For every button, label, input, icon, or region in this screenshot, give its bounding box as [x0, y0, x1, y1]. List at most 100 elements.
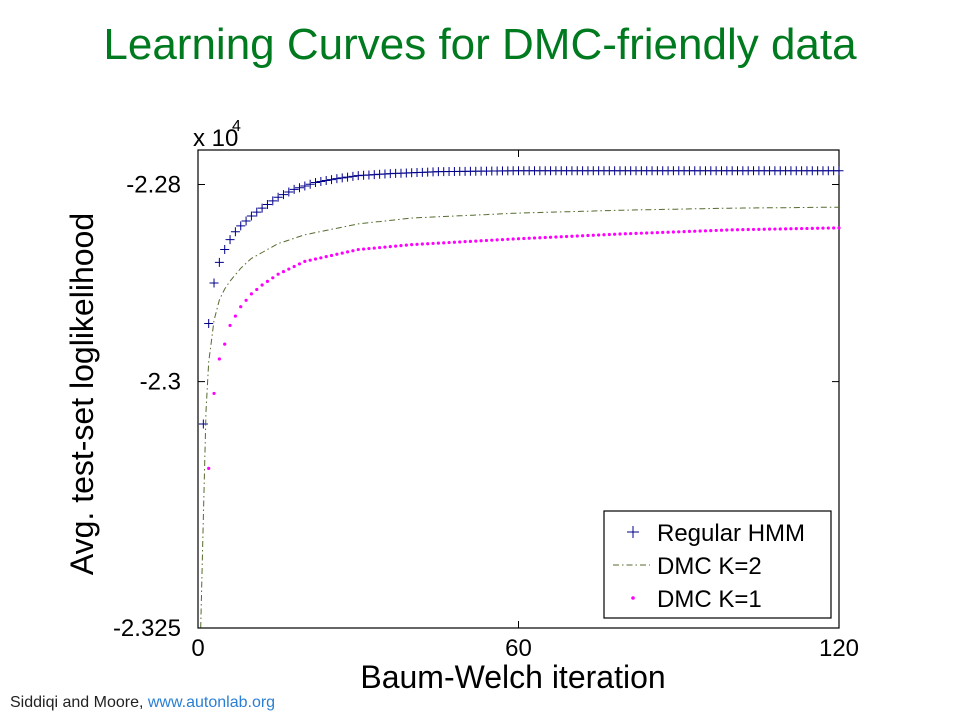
data-point	[367, 246, 371, 251]
ticks-layer: -2.28 -2.3 -2.325 0 60 120	[113, 150, 859, 662]
data-point	[278, 190, 288, 200]
data-point	[300, 181, 310, 191]
data-point	[538, 236, 542, 240]
y-multiplier-exponent: 4	[232, 118, 241, 135]
series-layer	[198, 166, 844, 629]
data-point	[730, 228, 734, 232]
data-point	[351, 249, 355, 253]
data-point	[241, 216, 251, 226]
data-point	[255, 287, 259, 292]
data-point	[321, 176, 331, 186]
data-point	[246, 211, 256, 221]
data-point	[426, 242, 430, 246]
data-point	[214, 257, 224, 267]
data-point	[308, 258, 312, 262]
data-point	[297, 262, 302, 266]
series-regular-hmm	[198, 166, 844, 429]
data-point	[778, 227, 782, 231]
x-axis-label: Baum-Welch iteration	[360, 659, 665, 695]
data-point	[356, 247, 360, 252]
data-point	[834, 166, 844, 176]
data-point	[458, 240, 462, 244]
data-point	[239, 305, 243, 309]
slide-title: Learning Curves for DMC-friendly data	[103, 20, 857, 69]
y-tick-label: -2.3	[140, 369, 181, 396]
legend: Regular HMM DMC K=2 DMC K=1	[603, 510, 832, 619]
data-point	[607, 232, 611, 237]
data-point	[714, 228, 718, 233]
data-point	[319, 256, 323, 260]
data-point	[223, 342, 227, 346]
x-tick-label: 0	[191, 635, 204, 662]
data-point	[394, 244, 398, 248]
data-point	[490, 238, 494, 242]
data-point	[634, 231, 638, 235]
data-point	[204, 318, 214, 328]
data-point	[260, 283, 264, 287]
data-point	[837, 226, 841, 230]
data-point	[725, 228, 729, 232]
data-point	[548, 235, 553, 239]
data-point	[773, 227, 777, 231]
data-point	[682, 230, 686, 234]
data-point	[666, 230, 670, 234]
data-point	[447, 240, 451, 245]
data-point	[345, 250, 350, 254]
series-line-dmc-k2	[200, 206, 839, 629]
data-point	[281, 270, 286, 274]
data-point	[388, 244, 392, 249]
data-point	[230, 227, 240, 237]
data-point	[703, 229, 708, 233]
data-point	[511, 237, 515, 241]
data-point	[468, 239, 473, 243]
data-point	[474, 239, 478, 243]
data-point	[661, 230, 665, 234]
data-point	[252, 207, 262, 217]
data-point	[329, 253, 334, 258]
data-point	[324, 255, 328, 259]
data-point	[597, 233, 601, 237]
data-point	[305, 179, 315, 189]
data-point	[294, 183, 304, 193]
data-point	[265, 279, 270, 284]
data-point	[586, 233, 590, 238]
data-point	[332, 174, 342, 184]
legend-key-dmc-k1	[631, 596, 635, 600]
x-tick-label: 60	[505, 635, 532, 662]
data-point	[236, 221, 246, 231]
data-point	[316, 177, 326, 187]
data-point	[687, 229, 692, 234]
data-point	[741, 228, 745, 232]
data-point	[581, 234, 585, 238]
data-point	[420, 242, 424, 246]
data-point	[404, 243, 408, 247]
footer-link[interactable]: www.autonlab.org	[147, 694, 276, 711]
data-point	[762, 227, 766, 231]
data-point	[645, 231, 649, 235]
data-point	[789, 227, 793, 231]
data-point	[257, 203, 267, 213]
data-point	[506, 237, 510, 241]
data-point	[273, 192, 283, 202]
data-point	[709, 229, 713, 233]
data-point	[655, 230, 659, 235]
footer-authors: Siddiqi and Moore,	[10, 694, 144, 711]
data-point	[532, 236, 537, 240]
data-point	[289, 184, 299, 194]
data-point	[516, 237, 521, 241]
data-point	[410, 243, 414, 247]
x-tick-label: 120	[819, 635, 859, 662]
legend-keys	[613, 526, 650, 600]
data-point	[719, 228, 724, 232]
data-point	[209, 278, 219, 288]
data-point	[233, 314, 237, 318]
data-point	[495, 238, 499, 242]
data-point	[340, 251, 344, 255]
data-point	[271, 276, 275, 280]
data-point	[751, 227, 756, 232]
data-point	[671, 230, 676, 234]
data-point	[399, 244, 403, 248]
data-point	[217, 357, 221, 361]
data-point	[287, 267, 291, 271]
y-tick-label: -2.325	[113, 615, 181, 642]
